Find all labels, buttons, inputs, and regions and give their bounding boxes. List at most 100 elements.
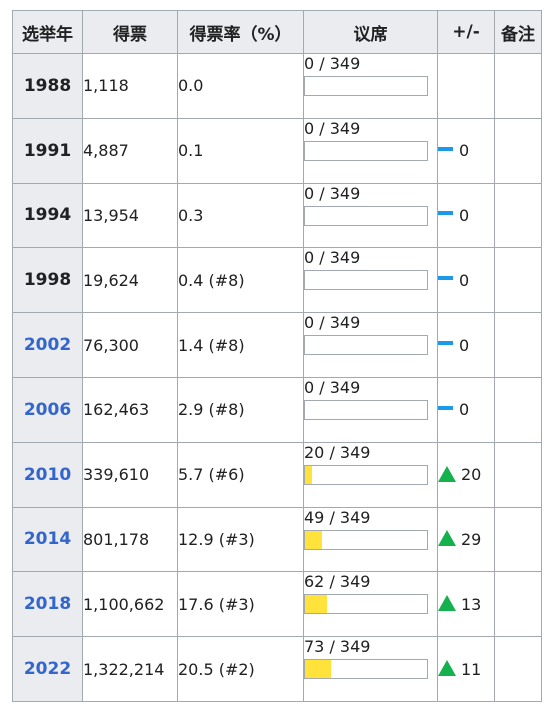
notes-cell — [494, 247, 542, 314]
change-value: 0 — [459, 270, 470, 290]
header-year[interactable]: 选举年 — [12, 10, 83, 54]
change-value: 0 — [459, 335, 470, 355]
seat-share-bar — [304, 659, 428, 680]
seats-cell: 0 / 349 — [303, 312, 438, 378]
seats-text: 0 / 349 — [304, 377, 361, 397]
change-cell: 29 — [437, 506, 495, 573]
year-link[interactable]: 2006 — [23, 399, 72, 420]
seat-share-fill — [305, 660, 331, 679]
notes-cell — [494, 571, 542, 638]
table-row: 1988 1,118 0.0 0 / 349 — [12, 53, 542, 119]
table-row: 2006 162,463 2.9 (#8) 0 / 349 0 — [12, 376, 542, 443]
change-value: 20 — [461, 465, 482, 485]
notes-cell — [494, 117, 542, 184]
table-row: 1991 4,887 0.1 0 / 349 0 — [12, 117, 542, 184]
vote-percent-cell: 0.3 — [177, 182, 304, 249]
seat-share-bar — [304, 399, 428, 420]
year-link[interactable]: 2014 — [23, 529, 72, 550]
seats-cell: 0 / 349 — [303, 247, 438, 314]
seat-share-fill — [305, 465, 312, 484]
seats-text: 0 / 349 — [304, 313, 361, 333]
year-label: 1998 — [23, 270, 72, 291]
vote-percent-cell: 5.7 (#6) — [177, 441, 304, 508]
votes-cell: 801,178 — [82, 506, 178, 573]
vote-percent-cell: 2.9 (#8) — [177, 376, 304, 443]
header-seats[interactable]: 议席 — [303, 10, 438, 54]
notes-cell — [494, 376, 542, 443]
seats-cell: 20 / 349 — [303, 441, 438, 508]
change-cell: 11 — [437, 636, 495, 702]
seat-share-bar — [304, 76, 428, 96]
header-percent[interactable]: 得票率（%） — [177, 10, 304, 54]
no-change-icon — [438, 341, 453, 346]
no-change-icon — [438, 276, 453, 281]
seats-cell: 0 / 349 — [303, 117, 438, 184]
seats-cell: 0 / 349 — [303, 182, 438, 249]
seats-text: 49 / 349 — [304, 507, 371, 527]
notes-cell — [494, 506, 542, 573]
notes-cell — [494, 312, 542, 378]
seat-share-fill — [305, 530, 323, 549]
votes-cell: 1,118 — [82, 53, 178, 119]
seat-share-bar — [304, 140, 428, 161]
header-notes[interactable]: 备注 — [494, 10, 542, 54]
votes-cell: 19,624 — [82, 247, 178, 314]
year-cell: 1991 — [12, 117, 83, 184]
vote-percent-cell: 0.1 — [177, 117, 304, 184]
vote-percent-cell: 1.4 (#8) — [177, 312, 304, 378]
seats-text: 0 / 349 — [304, 54, 361, 73]
seats-text: 73 / 349 — [304, 637, 371, 657]
change-value: 29 — [461, 529, 482, 549]
change-cell: 13 — [437, 571, 495, 638]
increase-arrow-icon — [438, 465, 456, 482]
change-value: 0 — [459, 205, 470, 225]
seat-share-fill — [305, 595, 327, 614]
seats-cell: 0 / 349 — [303, 53, 438, 119]
notes-cell — [494, 182, 542, 249]
table-row: 2022 1,322,214 20.5 (#2) 73 / 349 11 — [12, 636, 542, 702]
notes-cell — [494, 636, 542, 702]
increase-arrow-icon — [438, 530, 456, 547]
header-row: 选举年 得票 得票率（%） 议席 +/- 备注 — [12, 10, 542, 54]
vote-percent-cell: 12.9 (#3) — [177, 506, 304, 573]
change-cell: 0 — [437, 312, 495, 378]
seat-share-bar — [304, 270, 428, 291]
year-cell: 2002 — [12, 312, 83, 378]
table-row: 1994 13,954 0.3 0 / 349 0 — [12, 182, 542, 249]
change-cell: 0 — [437, 117, 495, 184]
year-cell: 2014 — [12, 506, 83, 573]
year-link[interactable]: 2002 — [23, 335, 72, 356]
change-cell: 0 — [437, 247, 495, 314]
header-votes[interactable]: 得票 — [82, 10, 178, 54]
change-value: 0 — [459, 141, 470, 161]
votes-cell: 1,100,662 — [82, 571, 178, 638]
seats-cell: 49 / 349 — [303, 506, 438, 573]
vote-percent-cell: 17.6 (#3) — [177, 571, 304, 638]
votes-cell: 1,322,214 — [82, 636, 178, 702]
no-change-icon — [438, 405, 453, 410]
table-row: 2018 1,100,662 17.6 (#3) 62 / 349 13 — [12, 571, 542, 638]
seats-text: 0 / 349 — [304, 183, 361, 203]
table-row: 2002 76,300 1.4 (#8) 0 / 349 0 — [12, 312, 542, 378]
votes-cell: 76,300 — [82, 312, 178, 378]
notes-cell — [494, 53, 542, 119]
increase-arrow-icon — [438, 595, 456, 612]
seats-text: 0 / 349 — [304, 118, 361, 138]
change-cell: 20 — [437, 441, 495, 508]
seat-share-bar — [304, 529, 428, 550]
seat-share-bar — [304, 464, 428, 485]
year-link[interactable]: 2010 — [23, 464, 72, 485]
seat-share-bar — [304, 205, 428, 226]
notes-cell — [494, 441, 542, 508]
year-cell: 1994 — [12, 182, 83, 249]
no-change-icon — [438, 211, 453, 216]
year-link[interactable]: 2022 — [23, 659, 72, 680]
header-change[interactable]: +/- — [437, 10, 495, 54]
change-value: 0 — [459, 400, 470, 420]
year-cell: 2022 — [12, 636, 83, 702]
year-cell: 1988 — [12, 53, 83, 119]
seats-text: 62 / 349 — [304, 572, 371, 592]
year-link[interactable]: 2018 — [23, 594, 72, 615]
vote-percent-cell: 0.0 — [177, 53, 304, 119]
table-row: 1998 19,624 0.4 (#8) 0 / 349 0 — [12, 247, 542, 314]
